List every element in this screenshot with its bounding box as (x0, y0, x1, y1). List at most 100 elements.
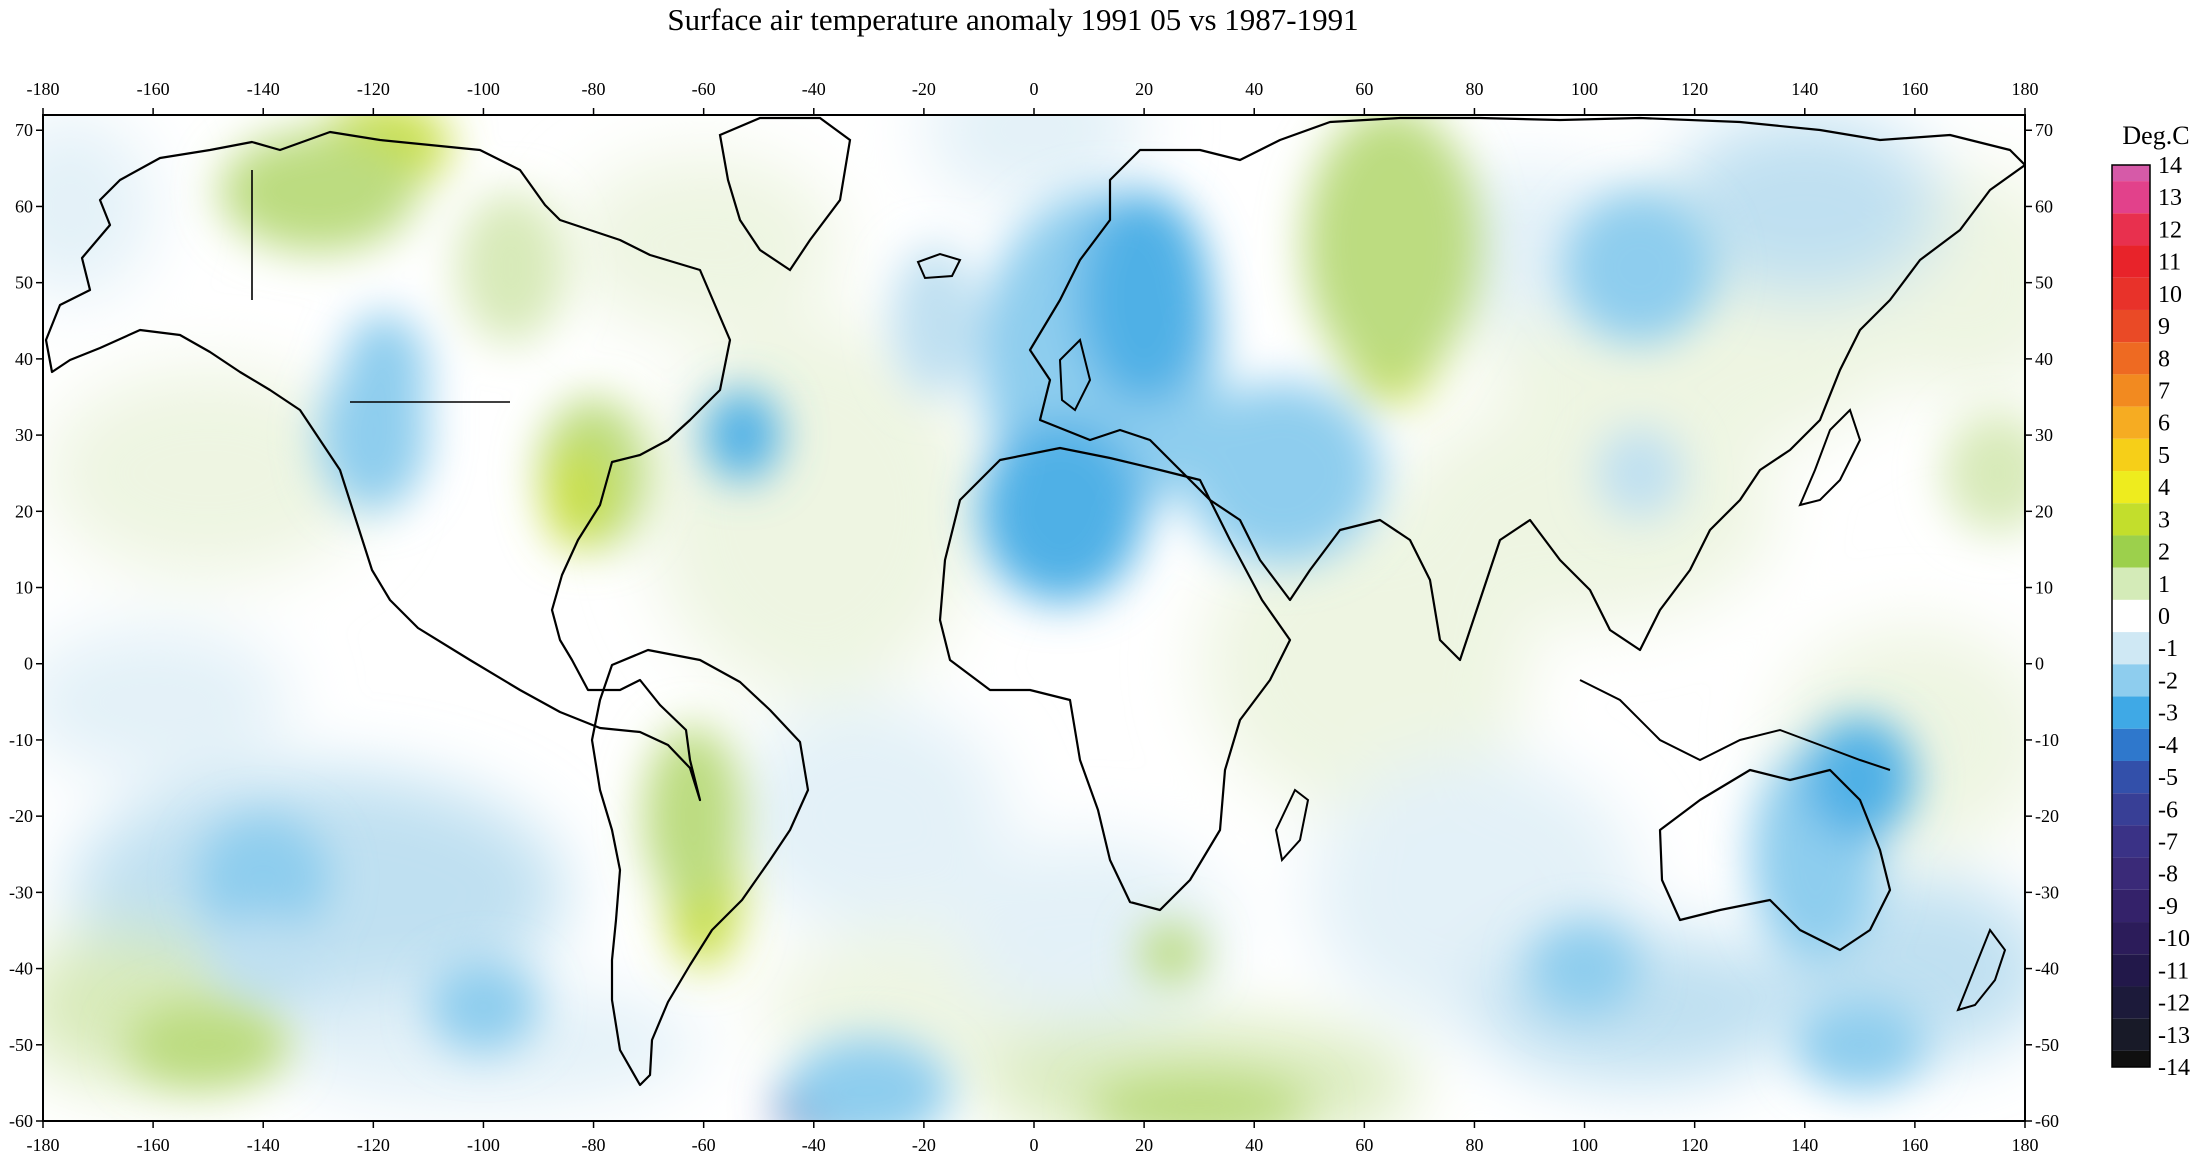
colorbar-tick-label: 5 (2158, 443, 2170, 469)
colorbar-tick-label: -12 (2158, 991, 2190, 1017)
lon-label-top: 60 (1355, 79, 1373, 99)
colorbar-tick-label: 3 (2158, 507, 2170, 533)
anomaly-center (890, 244, 979, 397)
anomaly-center (703, 389, 781, 481)
anomaly-region (923, 115, 1145, 207)
anomaly-region (731, 701, 1007, 931)
colorbar-tick-label: 9 (2158, 314, 2170, 340)
lat-label-right: -20 (2035, 806, 2059, 826)
lat-label-right: 30 (2035, 425, 2053, 445)
south-america-coastline (590, 648, 810, 1087)
north-america-coastline (44, 130, 732, 802)
anomaly-center (1562, 191, 1717, 344)
lat-label-right: -30 (2035, 882, 2059, 902)
lon-label-bottom: -140 (247, 1135, 280, 1155)
colorbar-swatch (2112, 1018, 2150, 1051)
anomaly-center (786, 1037, 952, 1121)
anomaly-center (1089, 1075, 1310, 1121)
lon-label-bottom: -160 (137, 1135, 170, 1155)
madagascar-coastline (1274, 788, 1310, 863)
new-zealand-coastline (1956, 927, 2007, 1012)
lat-label-left: -40 (9, 959, 33, 979)
greenland-coastline (718, 116, 852, 272)
lon-label-bottom: 20 (1135, 1135, 1153, 1155)
colorbar-tick-label: -8 (2158, 862, 2178, 888)
us-canada-border (251, 170, 510, 403)
lat-label-right: 50 (2035, 273, 2053, 293)
colorbar-swatch (2112, 567, 2150, 600)
anomaly-center (1942, 412, 2025, 535)
lon-label-bottom: 100 (1571, 1135, 1598, 1155)
colorbar-tick-label: -13 (2158, 1023, 2190, 1049)
lat-label-left: 60 (15, 196, 33, 216)
lon-label-bottom: -120 (357, 1135, 390, 1155)
colorbar-unit-label: Deg.C (2122, 121, 2189, 150)
anomaly-center (455, 191, 567, 344)
lat-label-right: 70 (2035, 120, 2053, 140)
colorbar-swatch (2112, 277, 2150, 310)
lon-label-bottom: -20 (912, 1135, 936, 1155)
colorbar-tick-label: -14 (2158, 1055, 2190, 1081)
colorbar-swatch (2112, 1050, 2150, 1067)
anomaly-field (43, 115, 2025, 1121)
colorbar-swatch (2112, 309, 2150, 343)
colorbar-tick-label: 14 (2158, 153, 2182, 179)
lat-label-right: 10 (2035, 578, 2053, 598)
colorbar-tick-label: -11 (2158, 958, 2189, 984)
colorbar-tick-label: -9 (2158, 894, 2178, 920)
colorbar-swatch (2112, 374, 2150, 407)
lon-label-bottom: -180 (27, 1135, 60, 1155)
colorbar-tick-label: 1 (2158, 572, 2170, 598)
colorbar-tick-label: -3 (2158, 701, 2178, 727)
lat-label-left: 30 (15, 425, 33, 445)
colorbar-tick-label: 6 (2158, 411, 2170, 437)
colorbar-swatch (2112, 857, 2150, 890)
colorbar-swatch (2112, 599, 2150, 633)
colorbar-swatch (2112, 922, 2150, 955)
anomaly-center (1182, 381, 1381, 565)
lat-label-right: -60 (2035, 1111, 2059, 1131)
anomaly-center (1804, 717, 1915, 840)
anomaly-center (1529, 922, 1640, 1015)
colorbar-tick-label: 13 (2158, 185, 2182, 211)
colorbar-tick-label: 7 (2158, 379, 2170, 405)
australia-coastline (1658, 768, 1892, 952)
indonesia-coastline (1579, 679, 1891, 771)
lon-label-bottom: 40 (1245, 1135, 1263, 1155)
lon-label-top: -60 (692, 79, 716, 99)
colorbar-tick-label: -1 (2158, 636, 2178, 662)
lat-label-left: -10 (9, 730, 33, 750)
colorbar-swatch (2112, 986, 2150, 1019)
lat-label-left: 20 (15, 501, 33, 521)
lat-label-right: -50 (2035, 1035, 2059, 1055)
lon-label-top: 120 (1681, 79, 1708, 99)
anomaly-center (1138, 922, 1205, 984)
lon-label-bottom: 120 (1681, 1135, 1708, 1155)
colorbar-tick-label: -7 (2158, 830, 2178, 856)
colorbar-swatch (2112, 632, 2150, 665)
anomaly-center (544, 442, 611, 550)
colorbar-swatch (2112, 245, 2150, 278)
lon-label-bottom: 160 (1901, 1135, 1928, 1155)
colorbar-tick-label: 2 (2158, 540, 2170, 566)
anomaly-center (428, 960, 539, 1053)
lat-label-left: 0 (24, 654, 33, 674)
lon-label-top: -180 (27, 79, 60, 99)
lat-label-right: 60 (2035, 196, 2053, 216)
lon-label-bottom: -40 (802, 1135, 826, 1155)
anomaly-region (43, 625, 291, 779)
lon-label-top: 100 (1571, 79, 1598, 99)
colorbar-tick-label: 10 (2158, 282, 2182, 308)
lon-label-top: 80 (1465, 79, 1483, 99)
colorbar-tick-label: 0 (2158, 604, 2170, 630)
colorbar-swatch (2112, 696, 2150, 729)
lon-label-top: -40 (802, 79, 826, 99)
anomaly-center (197, 816, 330, 939)
lon-label-top: -20 (912, 79, 936, 99)
colorbar-tick-label: -5 (2158, 765, 2178, 791)
colorbar-swatch (2112, 793, 2150, 826)
lon-label-top: -120 (357, 79, 390, 99)
lat-label-right: 0 (2035, 654, 2044, 674)
lat-label-left: 10 (15, 578, 33, 598)
